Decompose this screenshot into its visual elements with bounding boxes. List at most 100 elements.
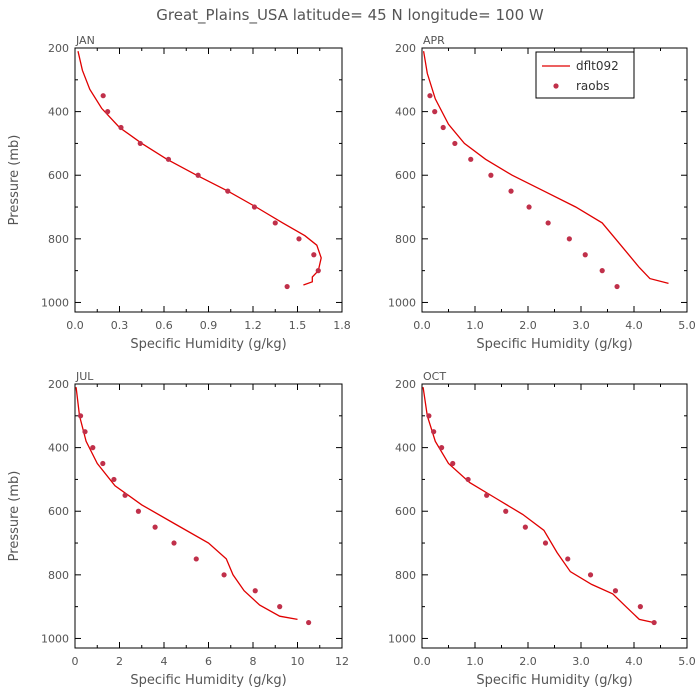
x-tick-label: 0.0 [66, 319, 84, 332]
data-point-raobs [284, 283, 290, 290]
x-tick-label: 2.0 [519, 655, 537, 668]
data-point-raobs [582, 252, 588, 258]
x-tick-label: 0.6 [155, 319, 173, 332]
data-point-raobs [118, 124, 124, 131]
data-point-raobs [465, 476, 471, 483]
x-tick-label: 3.0 [572, 655, 590, 668]
y-tick-label: 600 [48, 169, 69, 182]
x-tick-label: 1.0 [466, 655, 484, 668]
x-tick-label: 5.0 [678, 655, 696, 668]
plot-frame [421, 383, 688, 649]
x-tick-label: 1.5 [289, 319, 307, 332]
y-tick-label: 200 [395, 378, 416, 391]
data-point-raobs [251, 204, 258, 210]
y-tick-label: 1000 [388, 296, 416, 309]
data-point-raobs [272, 220, 278, 226]
x-tick-label: 4 [161, 655, 168, 668]
y-tick-label: 200 [48, 378, 69, 391]
x-tick-label: 8 [250, 655, 257, 668]
panel-label: JAN [75, 34, 95, 47]
legend-obs-label: raobs [576, 79, 610, 93]
y-tick-label: 1000 [41, 296, 69, 309]
data-point-raobs [122, 492, 128, 498]
y-tick-label: 600 [395, 169, 416, 182]
y-axis-label: Pressure (mb) [7, 471, 22, 562]
x-tick-label: 4.0 [625, 319, 643, 332]
x-tick-label: 5.0 [678, 319, 696, 332]
x-tick-label: 0.0 [413, 319, 431, 332]
data-point-raobs [111, 476, 117, 483]
data-point-raobs [484, 492, 490, 498]
x-axis-label: Specific Humidity (g/kg) [476, 337, 632, 352]
y-tick-label: 200 [395, 42, 416, 55]
data-point-raobs [545, 220, 551, 226]
data-point-raobs [195, 172, 201, 178]
data-point-raobs [468, 156, 474, 162]
data-point-raobs [90, 445, 96, 451]
data-point-raobs [651, 619, 657, 626]
data-point-raobs [431, 429, 437, 435]
y-tick-label: 400 [395, 442, 416, 455]
data-point-raobs [82, 429, 88, 435]
data-point-raobs [488, 172, 494, 178]
x-tick-label: 4.0 [625, 655, 643, 668]
x-tick-label: 0.3 [111, 319, 129, 332]
data-point-raobs [450, 460, 456, 467]
y-tick-label: 200 [48, 42, 69, 55]
data-point-raobs [565, 556, 571, 562]
x-tick-label: 10 [291, 655, 305, 668]
x-tick-label: 3.0 [572, 319, 590, 332]
figure-title: Great_Plains_USA latitude= 45 N longitud… [156, 6, 544, 25]
data-point-raobs [311, 252, 317, 258]
plot-frame [74, 383, 343, 649]
data-point-raobs [100, 460, 106, 467]
data-point-raobs [637, 604, 643, 610]
data-point-raobs [135, 508, 142, 514]
panel-jul: JUL 0 2 4 6 8 10 12 200 400 600 800 1000 Specific Hum… [7, 370, 349, 688]
data-point-raobs [587, 572, 594, 578]
data-point-raobs [503, 508, 509, 514]
data-point-raobs [137, 140, 143, 147]
legend-box [535, 51, 635, 99]
data-point-raobs [440, 124, 446, 131]
panel-label: JUL [75, 370, 94, 383]
x-tick-label: 1.8 [333, 319, 351, 332]
x-tick-label: 0.0 [413, 655, 431, 668]
y-tick-label: 800 [48, 233, 69, 246]
data-point-raobs [426, 413, 432, 419]
panel-label: OCT [423, 370, 446, 383]
x-tick-label: 6 [205, 655, 212, 668]
x-tick-label: 2 [116, 655, 123, 668]
data-point-raobs [152, 524, 158, 530]
data-point-raobs [439, 445, 445, 451]
plot-frame [74, 47, 343, 313]
x-tick-label: 0 [72, 655, 79, 668]
data-point-raobs [277, 604, 283, 610]
x-tick-label: 1.2 [244, 319, 262, 332]
y-tick-label: 1000 [41, 632, 69, 645]
panel-jan: JAN 0.0 0.3 0.6 0.9 1.2 1.5 1.8 200 400 600 800 1000… [7, 34, 351, 352]
y-tick-label: 800 [48, 569, 69, 582]
data-point-raobs [566, 236, 572, 242]
y-tick-label: 400 [48, 442, 69, 455]
data-point-raobs [614, 283, 620, 290]
x-axis-label: Specific Humidity (g/kg) [130, 673, 286, 688]
data-point-raobs [427, 93, 433, 99]
legend: dflt092 raobs [535, 51, 635, 99]
data-point-raobs [171, 540, 177, 546]
y-tick-label: 800 [395, 233, 416, 246]
series-line-dflt092 [75, 387, 298, 621]
legend-model-label: dflt092 [576, 59, 619, 73]
data-point-raobs [225, 188, 231, 194]
data-point-raobs [432, 109, 438, 115]
data-point-raobs [105, 109, 111, 115]
x-axis-label: Specific Humidity (g/kg) [130, 337, 286, 352]
data-point-raobs [508, 188, 514, 194]
data-point-raobs [452, 140, 458, 147]
panel-oct: OCT 0.0 1.0 2.0 3.0 4.0 5.0 200 400 600 800 1000 Spe… [388, 370, 696, 688]
legend-point-swatch [553, 83, 559, 89]
x-tick-label: 12 [335, 655, 349, 668]
panel-label: APR [423, 34, 445, 47]
y-tick-label: 1000 [388, 632, 416, 645]
